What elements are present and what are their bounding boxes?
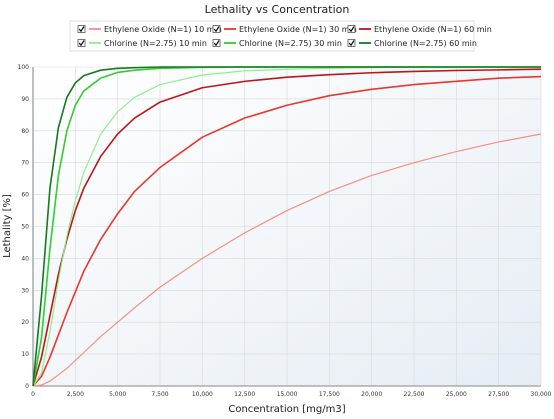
x-tick-label: 20,000 — [361, 391, 382, 398]
series-line-3 — [32, 68, 542, 387]
x-tick-label: 22,500 — [404, 391, 425, 398]
legend-label: Chlorine (N=2.75) 30 min — [239, 39, 342, 48]
legend-checkbox[interactable] — [212, 39, 221, 47]
chart-title: Lethality vs Concentration — [205, 3, 350, 16]
legend-label: Ethylene Oxide (N=1) 10 min — [104, 25, 222, 34]
legend-checkbox[interactable] — [212, 25, 221, 33]
legend-checkbox[interactable] — [77, 25, 86, 33]
checkmark-icon — [348, 40, 355, 47]
x-tick-label: 15,000 — [277, 391, 298, 398]
x-tick-label: 7,500 — [151, 391, 168, 398]
x-tick-label: 12,500 — [234, 391, 255, 398]
y-axis-label: Lethality [%] — [2, 194, 13, 258]
legend-label: Ethylene Oxide (N=1) 60 min — [374, 25, 492, 34]
x-tick-label: 10,000 — [192, 391, 213, 398]
checkmark-icon — [213, 40, 220, 47]
y-tick-label: 30 — [21, 287, 29, 294]
legend-label: Ethylene Oxide (N=1) 30 min — [239, 25, 357, 34]
legend-item[interactable]: Ethylene Oxide (N=1) 60 min — [347, 25, 492, 34]
legend-item[interactable]: Ethylene Oxide (N=1) 30 min — [212, 25, 357, 34]
series-line-2 — [32, 75, 542, 387]
checkmark-icon — [78, 40, 85, 47]
x-tick-label: 30,000 — [531, 391, 552, 398]
checkmark-icon — [78, 26, 85, 33]
legend-checkbox[interactable] — [347, 25, 356, 33]
y-tick-label: 90 — [21, 96, 29, 103]
x-axis-label: Concentration [mg/m3] — [228, 404, 345, 415]
series-line-1 — [32, 133, 542, 387]
y-tick-labels: 0 10 20 30 40 50 60 70 80 90 100 — [18, 64, 30, 390]
x-tick-label: 0 — [31, 391, 35, 398]
y-tick-label: 70 — [21, 160, 29, 167]
legend-item[interactable]: Chlorine (N=2.75) 30 min — [212, 39, 342, 48]
legend-item[interactable]: Chlorine (N=2.75) 10 min — [77, 39, 207, 48]
y-tick-label: 60 — [21, 192, 29, 199]
y-tick-label: 10 — [21, 351, 29, 358]
y-tick-label: 100 — [18, 64, 30, 71]
legend-item[interactable]: Ethylene Oxide (N=1) 10 min — [77, 25, 222, 34]
x-tick-label: 27,500 — [488, 391, 509, 398]
x-tick-labels: 0 2,500 5,000 7,500 10,000 12,500 15,000 17,500… — [31, 391, 552, 398]
legend-label: Chlorine (N=2.75) 60 min — [374, 39, 477, 48]
y-tick-label: 20 — [21, 319, 29, 326]
legend: Ethylene Oxide (N=1) 10 min Ethylene Oxid… — [69, 20, 492, 52]
y-tick-label: 80 — [21, 128, 29, 135]
legend-box — [69, 20, 475, 52]
checkmark-icon — [348, 26, 355, 33]
legend-checkbox[interactable] — [347, 39, 356, 47]
series-line-6 — [32, 66, 541, 387]
x-tick-label: 25,000 — [446, 391, 467, 398]
x-tick-label: 17,500 — [319, 391, 340, 398]
series-lines — [32, 66, 542, 387]
y-tick-label: 0 — [25, 383, 29, 390]
y-tick-label: 40 — [21, 255, 29, 262]
axes — [32, 67, 541, 387]
y-tick-label: 50 — [21, 224, 29, 231]
x-tick-label: 2,500 — [67, 391, 84, 398]
checkmark-icon — [213, 26, 220, 33]
x-tick-label: 5,000 — [109, 391, 126, 398]
legend-item[interactable]: Chlorine (N=2.75) 60 min — [347, 39, 477, 48]
legend-label: Chlorine (N=2.75) 10 min — [104, 39, 207, 48]
legend-checkbox[interactable] — [77, 39, 86, 47]
